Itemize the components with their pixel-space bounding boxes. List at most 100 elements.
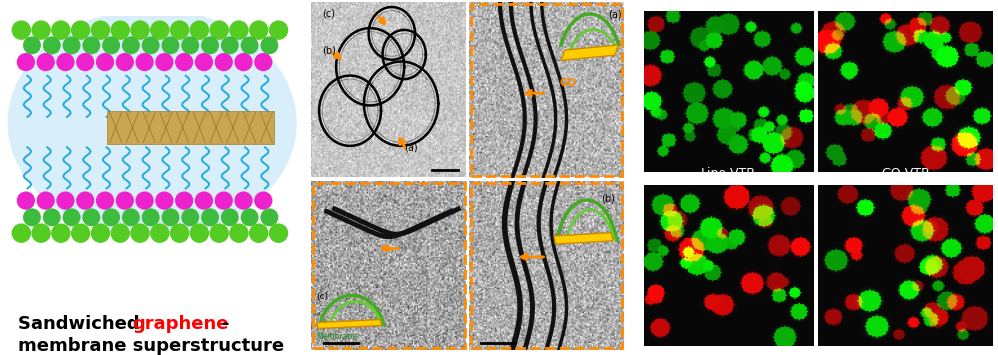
Circle shape — [17, 191, 35, 210]
Circle shape — [201, 208, 219, 226]
Circle shape — [63, 208, 81, 226]
Circle shape — [254, 53, 272, 71]
Polygon shape — [316, 320, 381, 329]
Circle shape — [254, 191, 272, 210]
Circle shape — [215, 53, 233, 71]
Circle shape — [102, 208, 120, 226]
Circle shape — [17, 53, 35, 71]
Circle shape — [23, 208, 41, 226]
Circle shape — [111, 20, 130, 40]
Circle shape — [156, 53, 174, 71]
Circle shape — [268, 223, 288, 243]
Text: -: - — [223, 315, 230, 333]
Circle shape — [190, 223, 210, 243]
Text: membrane superstructure: membrane superstructure — [18, 337, 284, 355]
Circle shape — [122, 208, 140, 226]
Circle shape — [241, 208, 258, 226]
Ellipse shape — [8, 9, 296, 237]
Circle shape — [221, 36, 239, 54]
Circle shape — [56, 53, 75, 71]
Text: Blank: Blank — [711, 0, 747, 6]
Circle shape — [175, 191, 194, 210]
Polygon shape — [107, 111, 273, 144]
Circle shape — [150, 223, 170, 243]
Circle shape — [122, 36, 140, 54]
Circle shape — [142, 208, 160, 226]
Text: graphene: graphene — [133, 315, 229, 333]
Circle shape — [63, 36, 81, 54]
Text: (a): (a) — [404, 142, 418, 152]
Circle shape — [56, 191, 75, 210]
Circle shape — [170, 223, 190, 243]
Circle shape — [31, 20, 51, 40]
Circle shape — [43, 208, 61, 226]
Text: (a): (a) — [608, 9, 622, 19]
Circle shape — [170, 20, 190, 40]
Circle shape — [210, 223, 229, 243]
Circle shape — [182, 208, 200, 226]
Circle shape — [142, 36, 160, 54]
Circle shape — [235, 53, 252, 71]
Circle shape — [96, 191, 114, 210]
Circle shape — [268, 20, 288, 40]
Circle shape — [182, 36, 200, 54]
Circle shape — [12, 223, 31, 243]
Circle shape — [156, 191, 174, 210]
Circle shape — [241, 36, 258, 54]
Circle shape — [162, 36, 180, 54]
Circle shape — [249, 20, 268, 40]
Circle shape — [131, 223, 150, 243]
Circle shape — [260, 36, 278, 54]
Circle shape — [83, 208, 100, 226]
Text: VTB ctrl: VTB ctrl — [881, 0, 930, 6]
Text: (b): (b) — [322, 46, 336, 56]
Circle shape — [162, 208, 180, 226]
Circle shape — [150, 20, 170, 40]
Text: (b): (b) — [601, 193, 615, 204]
Circle shape — [111, 223, 130, 243]
Text: GO-VTB: GO-VTB — [881, 167, 930, 180]
Circle shape — [201, 36, 219, 54]
Circle shape — [221, 208, 239, 226]
Circle shape — [12, 20, 31, 40]
Circle shape — [102, 36, 120, 54]
Circle shape — [71, 223, 91, 243]
Circle shape — [96, 53, 114, 71]
Circle shape — [51, 20, 71, 40]
Circle shape — [37, 191, 55, 210]
Circle shape — [116, 191, 134, 210]
Text: GO: GO — [560, 78, 577, 88]
Circle shape — [91, 20, 110, 40]
Circle shape — [131, 20, 150, 40]
Circle shape — [215, 191, 233, 210]
Circle shape — [23, 36, 41, 54]
Text: Lipo-VTB: Lipo-VTB — [702, 167, 755, 180]
Circle shape — [195, 191, 214, 210]
Circle shape — [195, 53, 214, 71]
Circle shape — [249, 223, 268, 243]
Circle shape — [51, 223, 71, 243]
Circle shape — [230, 223, 249, 243]
Text: (c): (c) — [315, 293, 328, 301]
Circle shape — [230, 20, 249, 40]
Circle shape — [136, 53, 154, 71]
Circle shape — [190, 20, 210, 40]
Circle shape — [71, 20, 91, 40]
Polygon shape — [561, 45, 619, 60]
Circle shape — [83, 36, 100, 54]
Circle shape — [235, 191, 252, 210]
Circle shape — [116, 53, 134, 71]
Circle shape — [31, 223, 51, 243]
Text: Membrane: Membrane — [315, 332, 357, 341]
Circle shape — [175, 53, 194, 71]
Circle shape — [76, 53, 95, 71]
Polygon shape — [554, 233, 614, 244]
Circle shape — [210, 20, 229, 40]
Text: Sandwiched: Sandwiched — [18, 315, 146, 333]
Circle shape — [76, 191, 95, 210]
Circle shape — [43, 36, 61, 54]
Text: (c): (c) — [322, 9, 335, 19]
Circle shape — [136, 191, 154, 210]
Circle shape — [37, 53, 55, 71]
Circle shape — [260, 208, 278, 226]
